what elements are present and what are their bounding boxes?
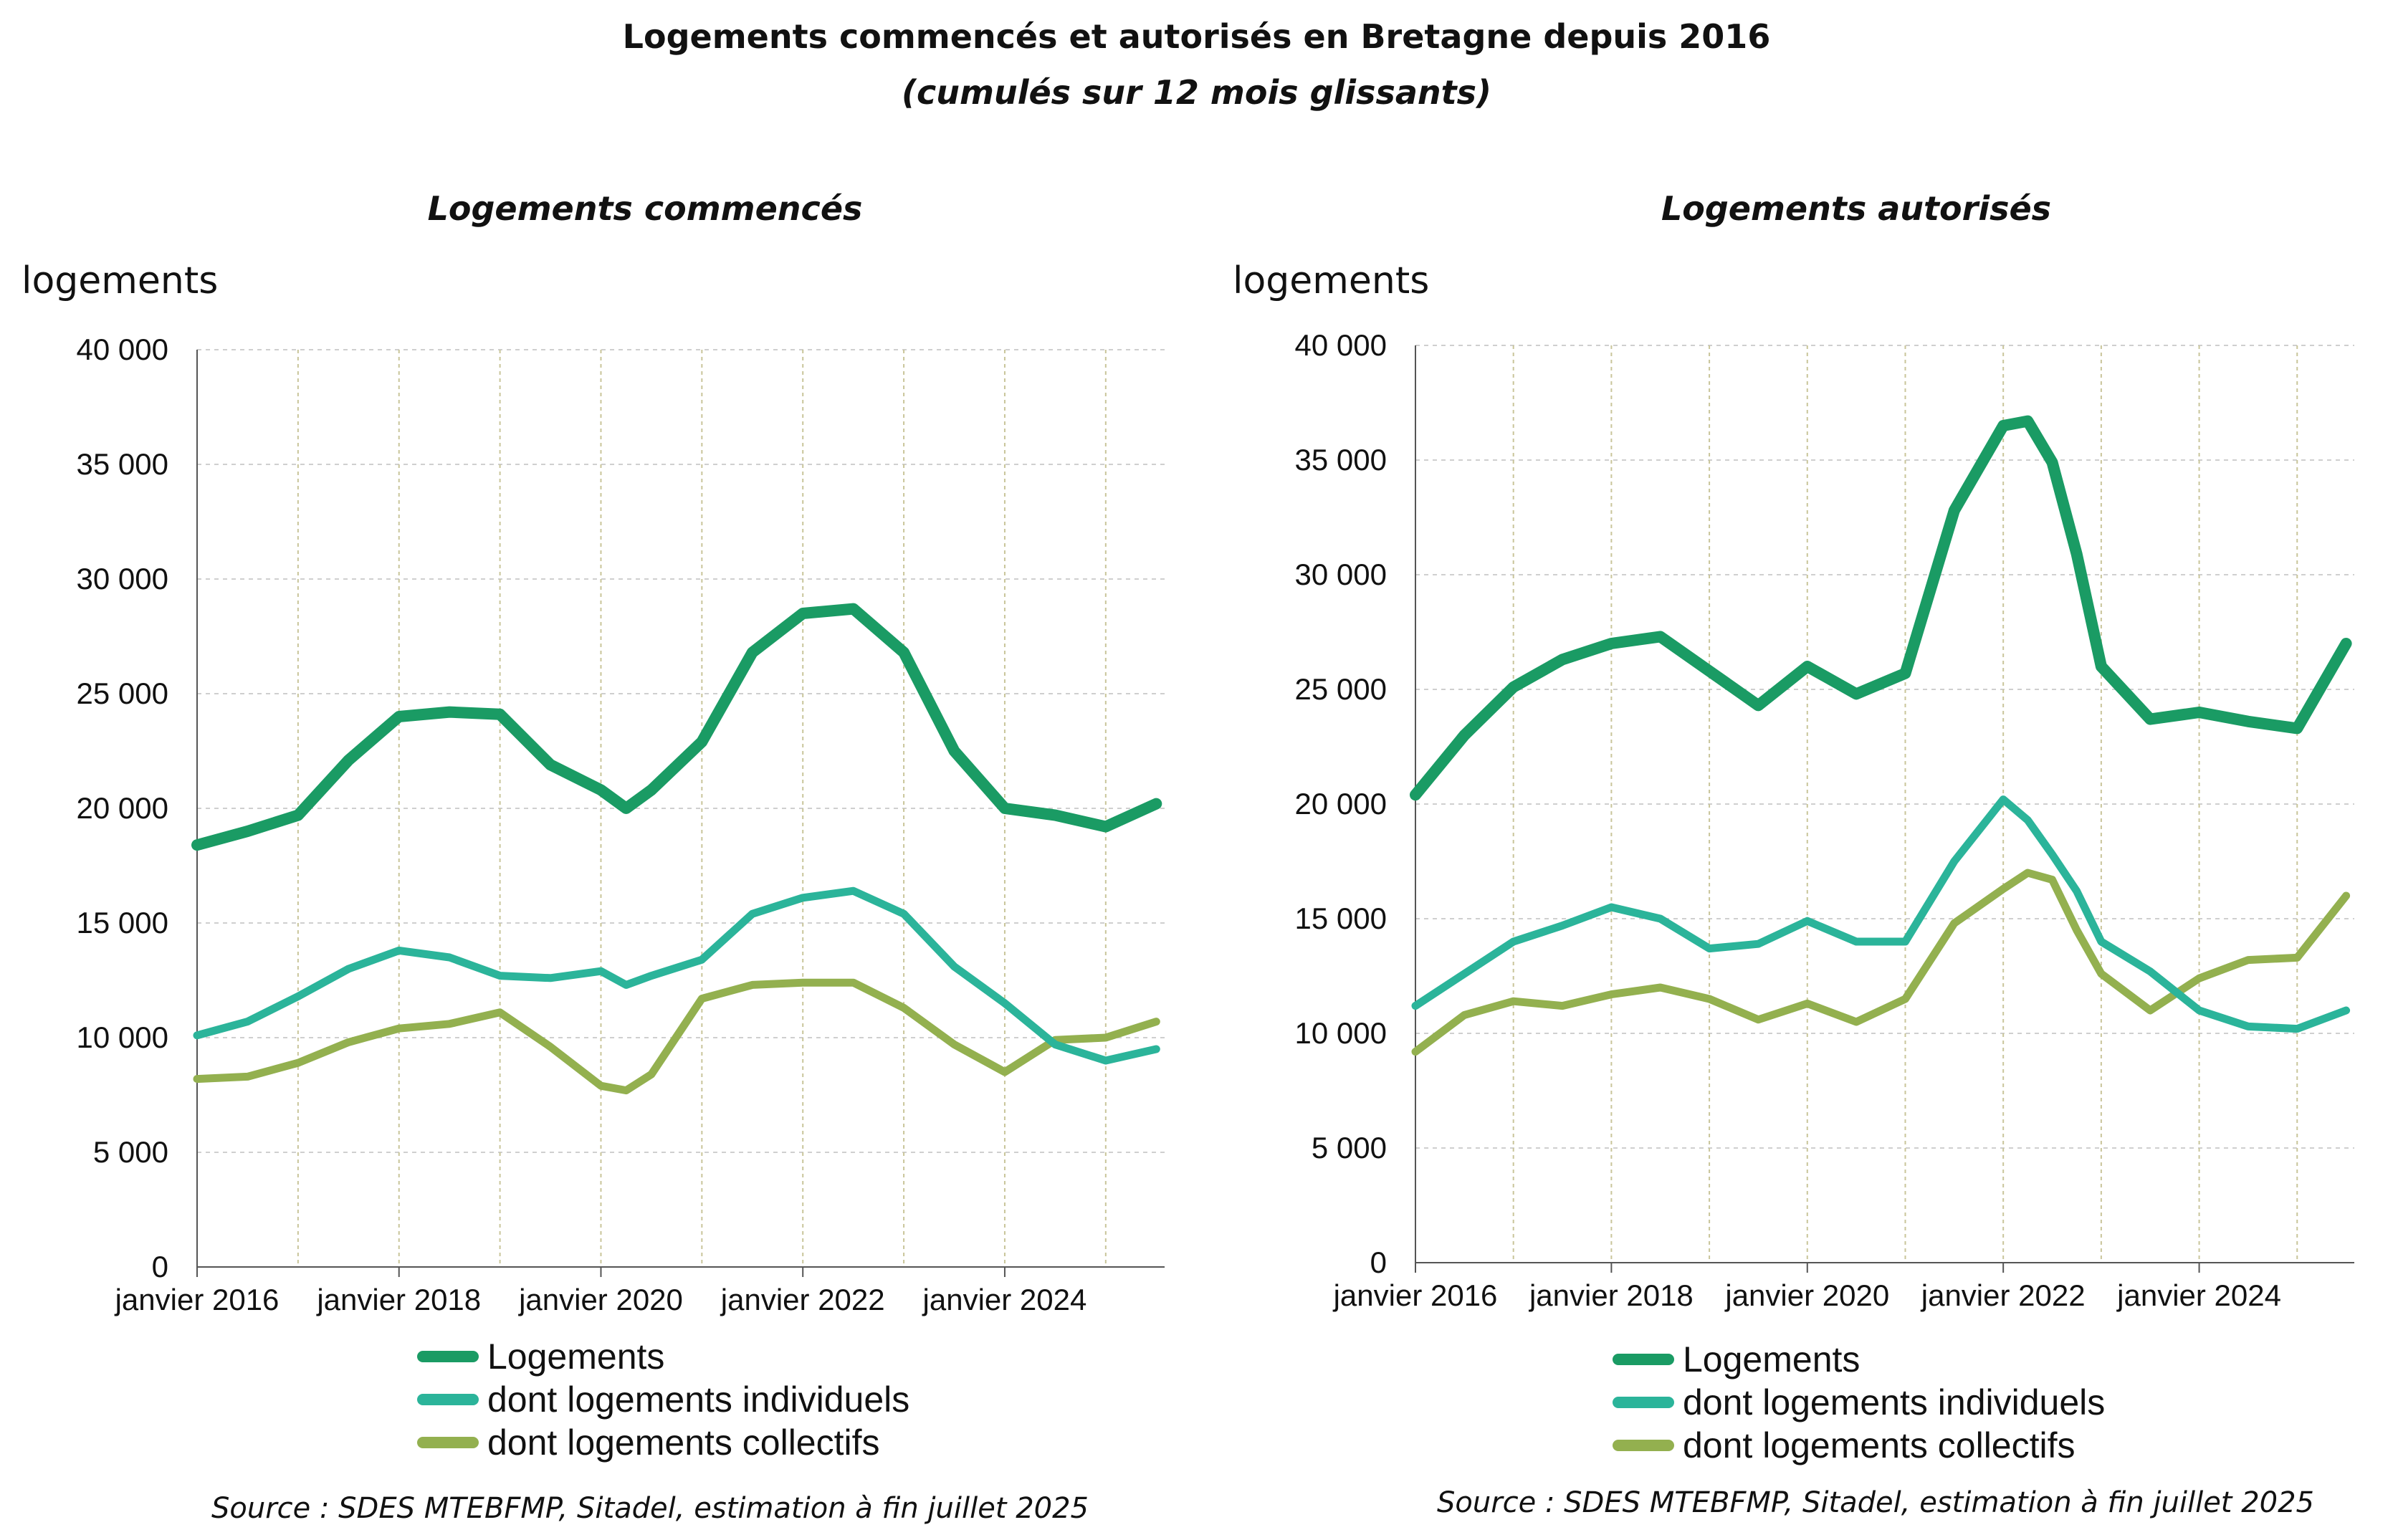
chart1-y-tick-label: 40 000	[77, 333, 168, 366]
chart1-y-tick-label: 20 000	[77, 791, 168, 825]
chart1-x-tick-label: janvier 2018	[315, 1283, 481, 1316]
panel-title-commences: Logements commencés	[427, 189, 863, 228]
source-note-commences: Source : SDES MTEBFMP, Sitadel, estimati…	[211, 1492, 1089, 1525]
main-title: Logements commencés et autorisés en Bret…	[622, 17, 1771, 56]
chart1-y-tick-label: 15 000	[77, 906, 168, 939]
chart1-y-tick-label: 25 000	[77, 676, 168, 710]
chart2-legend-label-individuels: dont logements individuels	[1683, 1382, 2105, 1422]
chart1-y-tick-label: 10 000	[77, 1020, 168, 1054]
chart2-y-tick-label: 40 000	[1295, 328, 1387, 362]
panel-title-autorises: Logements autorisés	[1661, 189, 2052, 228]
chart1-y-tick-label: 35 000	[77, 447, 168, 481]
chart2-y-tick-label: 30 000	[1295, 558, 1387, 591]
chart2-x-tick-label: janvier 2016	[1332, 1278, 1498, 1312]
chart1-y-tick-label: 30 000	[77, 562, 168, 596]
chart2-y-tick-label: 25 000	[1295, 672, 1387, 706]
chart2-series-line-collectifs	[1411, 869, 2351, 1056]
chart1-legend-label-logements: Logements	[487, 1336, 664, 1377]
chart1-x-tick-label: janvier 2024	[922, 1283, 1087, 1316]
y-unit-label-autorises: logements	[1233, 259, 1430, 302]
chart2-y-tick-label: 35 000	[1295, 443, 1387, 477]
chart2-series-line-individuels	[1411, 795, 2351, 1033]
chart2-y-tick-label: 20 000	[1295, 787, 1387, 821]
chart2-y-tick-label: 0	[1370, 1245, 1387, 1279]
chart1-x-tick-label: janvier 2020	[517, 1283, 683, 1316]
chart2-x-tick-label: janvier 2024	[2116, 1278, 2281, 1312]
y-unit-label-commences: logements	[22, 259, 219, 302]
chart2-legend-label-logements: Logements	[1683, 1339, 1860, 1379]
chart1-y-tick-label: 5 000	[93, 1135, 168, 1169]
chart1-series-line-collectifs	[193, 978, 1160, 1095]
chart2-legend-label-collectifs: dont logements collectifs	[1683, 1425, 2076, 1465]
chart1-legend-label-collectifs: dont logements collectifs	[487, 1422, 880, 1463]
chart1-series-line-individuels	[193, 886, 1160, 1065]
chart2-y-tick-label: 5 000	[1312, 1131, 1387, 1164]
chart2-y-tick-label: 15 000	[1295, 901, 1387, 935]
chart2-x-tick-label: janvier 2018	[1528, 1278, 1694, 1312]
chart2-x-tick-label: janvier 2022	[1920, 1278, 2086, 1312]
chart1-x-tick-label: janvier 2016	[114, 1283, 280, 1316]
chart1-series-line-logements	[191, 603, 1162, 851]
chart1-y-tick-label: 0	[152, 1250, 168, 1283]
chart2-x-tick-label: janvier 2020	[1724, 1278, 1889, 1312]
main-subtitle: (cumulés sur 12 mois glissants)	[901, 73, 1492, 112]
chart2-series-line-logements	[1410, 415, 2352, 801]
chart1-x-tick-label: janvier 2022	[720, 1283, 885, 1316]
chart2-y-tick-label: 10 000	[1295, 1016, 1387, 1050]
chart1-legend-label-individuels: dont logements individuels	[487, 1379, 909, 1420]
source-note-autorises: Source : SDES MTEBFMP, Sitadel, estimati…	[1437, 1486, 2315, 1519]
